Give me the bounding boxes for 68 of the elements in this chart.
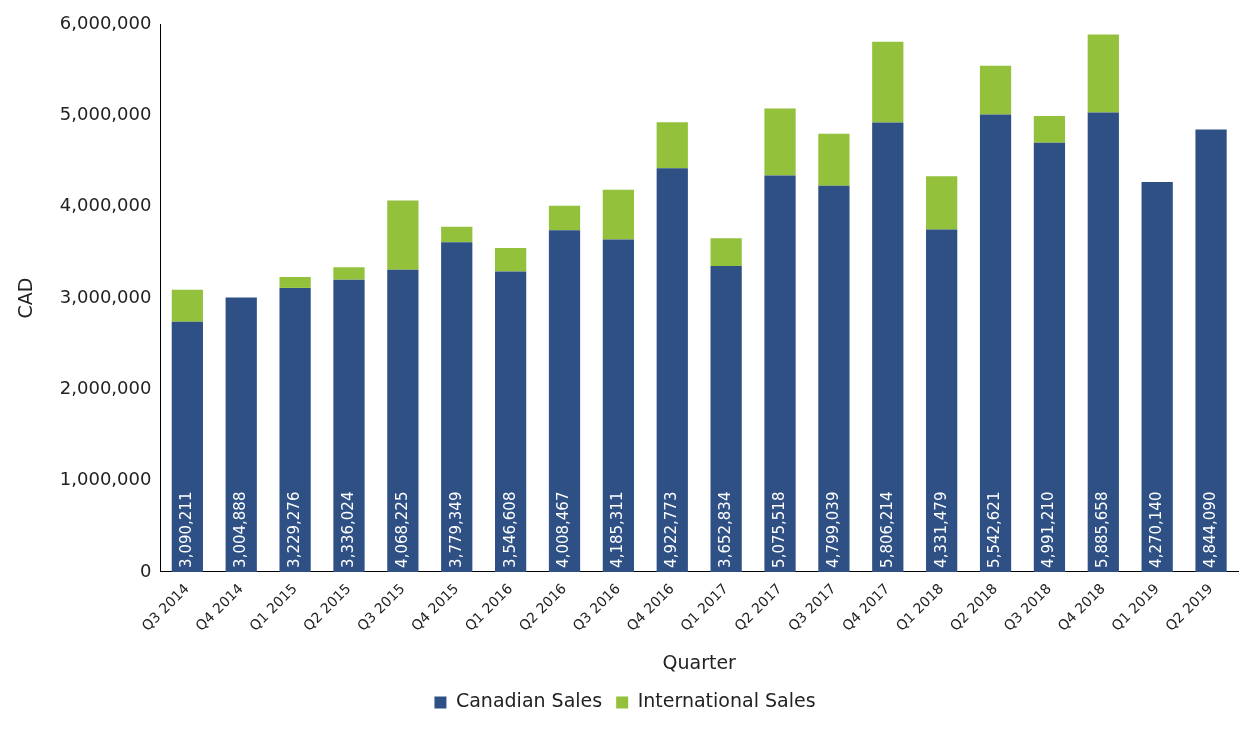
x-axis-title: Quarter	[662, 650, 737, 673]
y-tick-label: 3,000,000	[59, 285, 152, 307]
bar	[872, 41, 904, 123]
bar	[495, 248, 527, 272]
total-label: 5,806,214	[877, 491, 896, 568]
bar	[1195, 129, 1227, 572]
bar	[333, 279, 365, 572]
y-tick-label: 5,000,000	[59, 102, 152, 124]
y-tick-label: 2,000,000	[59, 376, 152, 398]
total-label: 3,652,834	[716, 491, 735, 568]
bar	[818, 185, 850, 572]
total-label: 3,229,276	[285, 491, 303, 568]
total-label: 5,075,518	[769, 491, 788, 568]
total-label: 4,991,210	[1039, 491, 1058, 568]
y-axis-title: CAD	[14, 277, 37, 319]
y-tick-label: 6,000,000	[59, 11, 152, 33]
bar	[602, 239, 635, 572]
bar	[279, 287, 311, 572]
bar	[1087, 112, 1119, 572]
y-tick-label: 0	[139, 559, 152, 581]
total-label: 5,542,621	[985, 491, 1004, 568]
bar	[1087, 34, 1119, 113]
legend-label: Canadian Sales	[455, 689, 603, 712]
bar	[710, 238, 742, 266]
bar	[656, 168, 688, 572]
total-label: 3,336,024	[338, 491, 357, 568]
bar	[926, 176, 958, 230]
bar	[764, 175, 796, 572]
total-label: 3,546,608	[500, 491, 519, 568]
bar	[441, 226, 473, 243]
bar	[387, 269, 419, 572]
bar	[171, 321, 203, 572]
bar	[171, 289, 203, 322]
total-label: 4,008,467	[554, 491, 573, 568]
total-label: 4,922,773	[662, 491, 681, 568]
bar	[548, 205, 581, 231]
legend-label: International Sales	[637, 689, 816, 712]
bar	[979, 114, 1012, 572]
bar	[225, 297, 257, 572]
bar	[1033, 142, 1066, 572]
bar	[333, 267, 365, 280]
total-label: 5,885,658	[1093, 491, 1112, 568]
total-label: 3,090,211	[177, 491, 196, 568]
total-label: 4,799,039	[823, 491, 842, 568]
bar	[441, 242, 473, 572]
bar	[1141, 181, 1173, 572]
bar	[926, 229, 958, 572]
y-tick-label: 4,000,000	[59, 194, 152, 216]
bar	[602, 189, 635, 240]
bar	[656, 122, 688, 169]
total-label: 4,844,090	[1200, 491, 1219, 568]
total-label: 4,068,225	[392, 491, 411, 568]
bar	[387, 200, 419, 270]
bar	[764, 108, 796, 176]
total-label: 3,004,888	[231, 491, 250, 568]
bar	[818, 133, 850, 186]
bar	[1033, 116, 1066, 143]
bar	[495, 271, 527, 572]
bar	[979, 65, 1012, 115]
total-label: 4,185,311	[608, 491, 627, 568]
y-tick-label: 1,000,000	[59, 468, 152, 490]
total-label: 4,270,140	[1147, 491, 1166, 568]
total-label: 4,331,479	[931, 491, 950, 568]
bar	[279, 277, 311, 288]
total-label: 3,779,349	[446, 491, 465, 568]
bar	[548, 230, 581, 572]
bar	[710, 265, 742, 572]
bar	[872, 122, 904, 572]
